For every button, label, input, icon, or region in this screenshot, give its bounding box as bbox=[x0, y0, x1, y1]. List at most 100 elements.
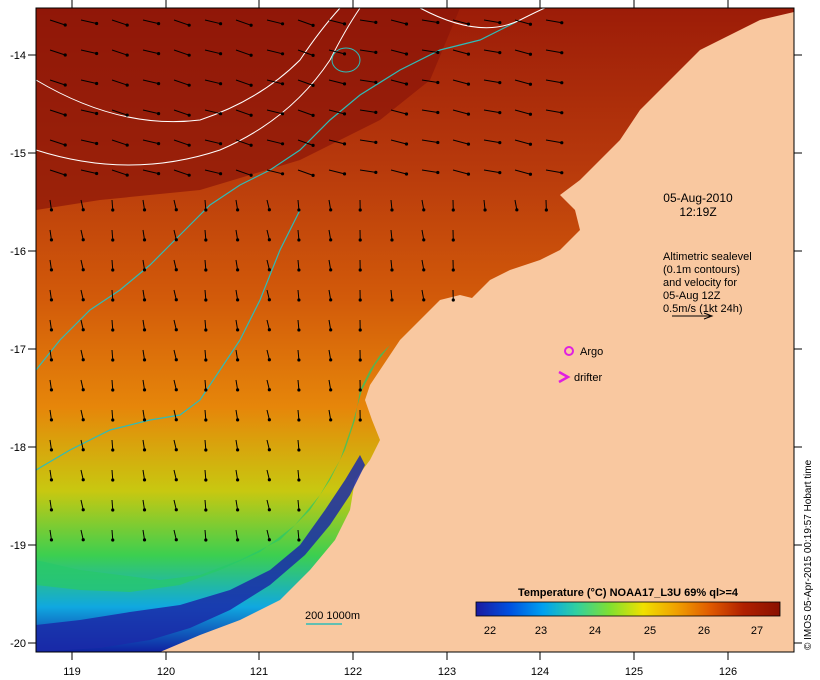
velocity-arrow bbox=[111, 469, 114, 481]
velocity-arrow-head bbox=[436, 20, 440, 25]
velocity-arrow bbox=[49, 139, 66, 146]
velocity-arrow bbox=[142, 319, 146, 330]
velocity-arrow-head bbox=[236, 538, 240, 542]
velocity-arrow bbox=[545, 169, 562, 174]
velocity-arrow-head bbox=[81, 208, 85, 212]
velocity-arrow-head bbox=[297, 448, 301, 452]
velocity-arrow bbox=[359, 19, 376, 23]
velocity-arrow-head bbox=[297, 478, 301, 482]
velocity-arrow bbox=[49, 109, 66, 116]
velocity-arrow-head bbox=[422, 298, 426, 302]
velocity-arrow bbox=[452, 169, 469, 175]
velocity-arrow-head bbox=[125, 83, 129, 87]
warm-core bbox=[36, 8, 460, 210]
velocity-arrow bbox=[204, 79, 221, 85]
velocity-arrow bbox=[421, 79, 438, 83]
velocity-arrow-head bbox=[358, 298, 362, 302]
velocity-arrow bbox=[173, 439, 177, 450]
velocity-arrow-head bbox=[544, 208, 548, 212]
velocity-arrow-head bbox=[49, 298, 54, 302]
velocity-arrow-head bbox=[498, 111, 502, 115]
velocity-arrow-head bbox=[218, 22, 223, 26]
velocity-arrow-head bbox=[436, 50, 440, 55]
velocity-arrow-head bbox=[451, 298, 455, 302]
velocity-arrow-head bbox=[187, 53, 191, 57]
velocity-arrow-head bbox=[498, 171, 502, 175]
altimetry-note: Altimetric sealevel (0.1m contours) and … bbox=[663, 251, 752, 320]
velocity-arrow bbox=[390, 169, 407, 175]
velocity-arrow bbox=[297, 349, 300, 361]
velocity-arrow-head bbox=[49, 358, 54, 362]
velocity-arrow-head bbox=[466, 52, 471, 56]
isobath-line-2 bbox=[35, 209, 301, 471]
velocity-arrow-head bbox=[267, 478, 271, 482]
velocity-arrow-head bbox=[249, 53, 253, 57]
velocity-arrow-head bbox=[267, 388, 271, 392]
velocity-arrow bbox=[483, 139, 500, 144]
velocity-arrow-head bbox=[528, 172, 533, 176]
altimetry-line: 0.5m/s (1kt 24h) bbox=[663, 303, 742, 315]
velocity-arrow-head bbox=[249, 143, 253, 147]
velocity-arrow bbox=[514, 19, 531, 25]
velocity-arrow-head bbox=[95, 81, 99, 86]
velocity-arrow-head bbox=[311, 23, 315, 27]
velocity-arrow bbox=[204, 289, 207, 301]
velocity-arrow-head bbox=[498, 51, 502, 55]
velocity-arrow-head bbox=[156, 51, 161, 56]
velocity-arrow-head bbox=[142, 388, 147, 392]
velocity-arrow-head bbox=[111, 538, 115, 542]
altimetry-line: 05-Aug 12Z bbox=[663, 290, 721, 302]
velocity-arrow bbox=[49, 319, 52, 330]
velocity-arrow bbox=[266, 19, 283, 25]
velocity-arrow bbox=[111, 199, 114, 211]
velocity-arrow bbox=[514, 79, 531, 85]
velocity-arrow bbox=[390, 229, 393, 241]
sealevel-contour bbox=[419, 7, 546, 29]
velocity-arrow bbox=[49, 439, 52, 450]
velocity-arrow bbox=[49, 349, 52, 360]
colorbar-scale bbox=[475, 601, 781, 617]
velocity-arrow bbox=[235, 439, 239, 450]
velocity-arrow-head bbox=[174, 298, 178, 302]
velocity-arrow-head bbox=[125, 53, 129, 57]
velocity-arrow bbox=[111, 259, 114, 271]
velocity-arrow bbox=[266, 259, 270, 270]
velocity-arrow bbox=[49, 469, 52, 480]
velocity-arrow-head bbox=[280, 82, 285, 86]
velocity-arrow-head bbox=[187, 173, 191, 177]
velocity-arrow-head bbox=[125, 113, 129, 117]
colorbar-tick-label: 23 bbox=[535, 625, 547, 637]
velocity-arrow bbox=[111, 349, 114, 361]
velocity-arrow bbox=[483, 49, 500, 54]
velocity-arrow bbox=[235, 79, 252, 86]
velocity-arrow-head bbox=[95, 111, 99, 116]
velocity-arrow-head bbox=[63, 83, 67, 87]
velocity-arrow-head bbox=[422, 238, 426, 242]
x-tick-label: 124 bbox=[531, 666, 549, 678]
velocity-arrow bbox=[266, 349, 270, 360]
velocity-arrow bbox=[49, 379, 52, 390]
velocity-arrow bbox=[142, 139, 159, 145]
velocity-arrow-head bbox=[142, 448, 147, 452]
velocity-arrow-head bbox=[111, 268, 115, 272]
velocity-arrow-head bbox=[236, 448, 240, 452]
velocity-arrow bbox=[235, 229, 239, 240]
velocity-arrow bbox=[421, 229, 425, 240]
velocity-arrow-head bbox=[329, 388, 333, 392]
velocity-arrow-head bbox=[358, 238, 362, 242]
velocity-arrow bbox=[173, 469, 177, 480]
velocity-arrow bbox=[204, 469, 207, 481]
x-tick-label: 120 bbox=[157, 666, 175, 678]
velocity-arrow bbox=[80, 259, 84, 270]
velocity-arrow-head bbox=[342, 172, 347, 176]
velocity-arrow bbox=[49, 289, 52, 300]
velocity-arrow-head bbox=[358, 418, 362, 422]
velocity-arrow-head bbox=[125, 143, 129, 147]
velocity-arrow bbox=[204, 139, 221, 145]
velocity-arrow-head bbox=[466, 142, 471, 146]
sealevel-contour bbox=[35, 7, 341, 123]
velocity-arrow-head bbox=[142, 478, 147, 482]
velocity-arrow bbox=[359, 139, 376, 143]
velocity-arrow bbox=[142, 229, 146, 240]
velocity-arrow bbox=[328, 319, 332, 330]
